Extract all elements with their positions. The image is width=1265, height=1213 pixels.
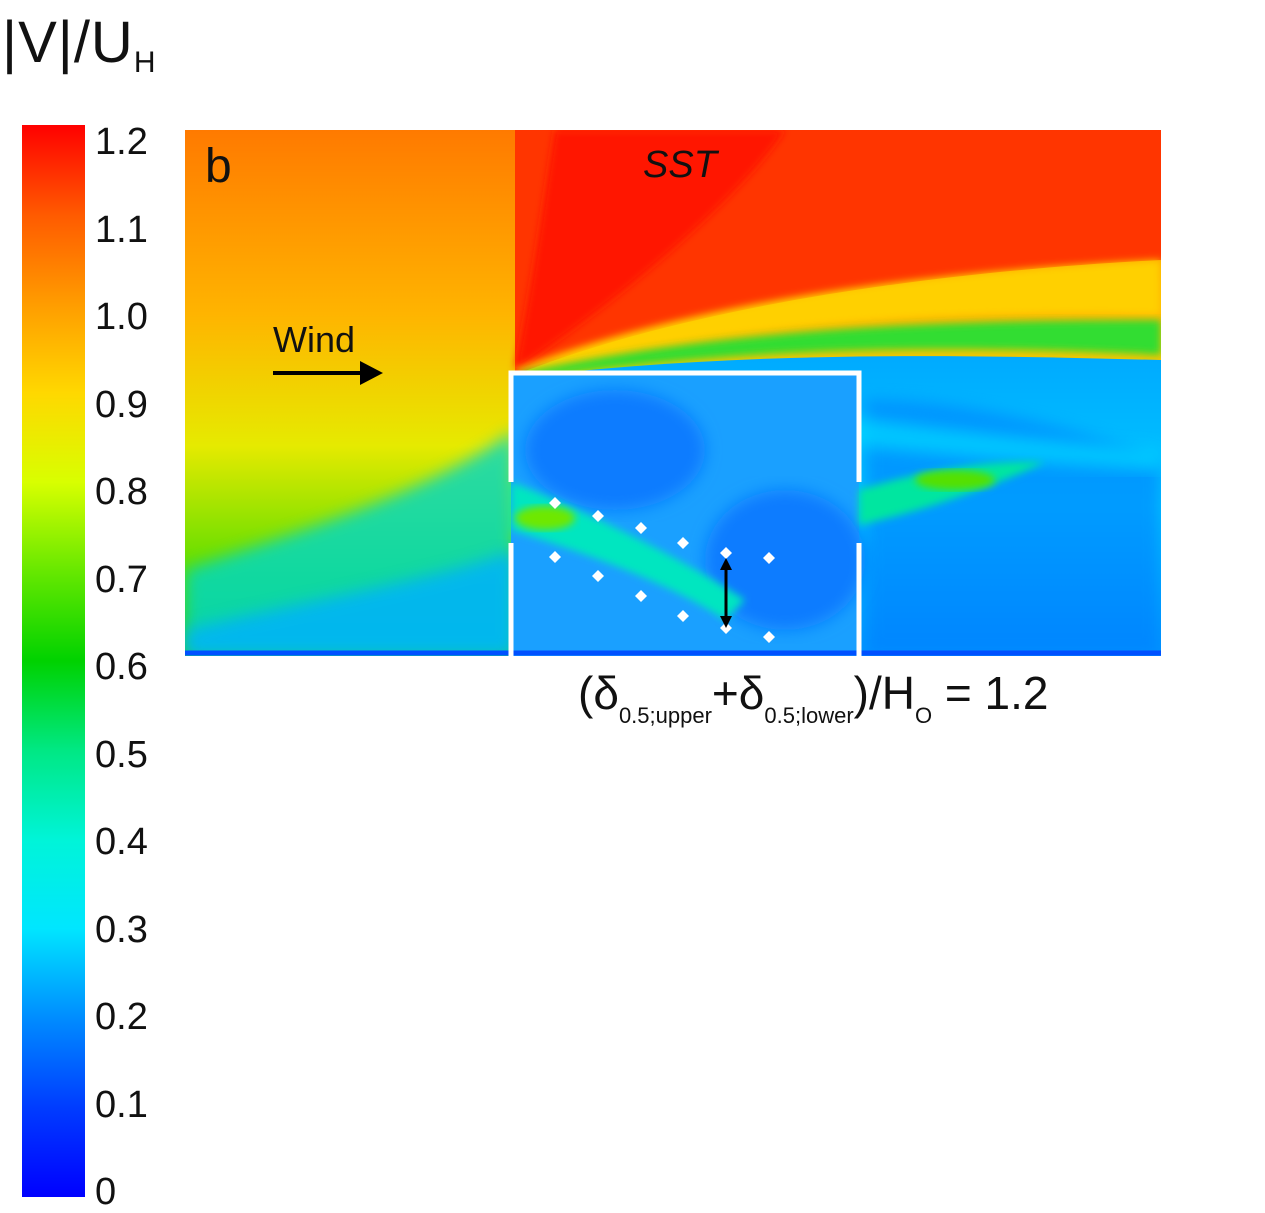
colorbar-tick-label: 0.4 [95, 821, 148, 863]
colorbar-title-subscript: H [133, 46, 157, 79]
measurement-point [592, 510, 604, 522]
panel-label: b [205, 140, 232, 193]
ratio-part-open: (δ [578, 667, 619, 719]
measurement-point [592, 570, 604, 582]
interior-low-velocity [525, 390, 705, 510]
measurement-point [549, 551, 561, 563]
peak-velocity-region [515, 130, 785, 370]
ratio-sub-lower: 0.5;lower [764, 703, 854, 728]
measurement-point [720, 547, 732, 559]
building-walls [508, 370, 862, 656]
colorbar-tick-label: 0.6 [95, 646, 148, 688]
shear-layer-green [520, 320, 1161, 380]
colorbar-tick-label: 0.9 [95, 383, 148, 426]
measurement-points [549, 497, 775, 643]
colorbar-tick-label: 0.8 [95, 471, 148, 513]
colorbar-tick-label: 0.7 [95, 558, 148, 601]
measurement-point [763, 631, 775, 643]
measurement-point [677, 610, 689, 622]
colorbar-title: |V|/UH [2, 8, 157, 88]
upstream-ground-low [185, 550, 515, 656]
measurement-point [549, 497, 561, 509]
ratio-part-mid: +δ [711, 667, 765, 719]
model-label: SST [643, 144, 717, 186]
measurement-point [635, 522, 647, 534]
ratio-sub-o: O [914, 703, 933, 728]
wind-label: Wind [273, 319, 356, 360]
interior-low-velocity-2 [705, 490, 865, 630]
ratio-sub-upper: 0.5;upper [618, 703, 712, 728]
colorbar-gradient [22, 125, 85, 1197]
wind-arrow-head [360, 361, 383, 385]
velocity-contour-plot [185, 130, 1161, 656]
colorbar-tick-label: 0.1 [95, 1083, 148, 1126]
colorbar-tick-label: 0.5 [95, 733, 148, 776]
colorbar-tick-label: 0 [95, 1171, 117, 1213]
inlet-jet-core [515, 506, 575, 530]
measurement-point [635, 590, 647, 602]
ratio-value: = 1.2 [932, 667, 1049, 719]
colorbar-tick-label: 1.0 [95, 296, 148, 338]
colorbar-tick-label: 0.2 [95, 996, 148, 1038]
ratio-part-slash: )/H [853, 667, 915, 719]
colorbar-tick-label: 1.1 [95, 208, 148, 251]
shear-layer-thickness-ratio: (δ0.5;upper+δ0.5;lower)/HO = 1.2 [578, 665, 1048, 730]
thickness-arrow-top [720, 558, 732, 570]
measurement-point [677, 537, 689, 549]
colorbar-title-main: |V|/U [2, 10, 134, 75]
shear-layer-yellow [515, 260, 1161, 375]
thickness-arrow-bottom [720, 616, 732, 628]
colorbar-tick-label: 1.2 [95, 121, 148, 163]
outlet-jet-core [915, 470, 995, 490]
outlet-jet [859, 461, 1045, 525]
colorbar-tick-label: 0.3 [95, 908, 148, 951]
measurement-point [763, 552, 775, 564]
colorbar [22, 125, 85, 1197]
